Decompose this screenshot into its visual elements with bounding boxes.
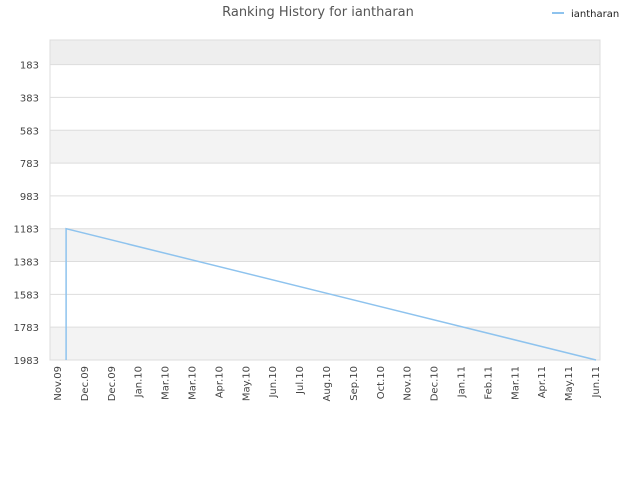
x-tick-label: Jul.10 <box>295 366 306 395</box>
legend-label-iantharan: iantharan <box>571 9 619 20</box>
series-line-iantharan <box>65 227 597 361</box>
x-tick-label: Sep.10 <box>349 366 360 401</box>
y-tick-label: 1583 <box>14 290 39 301</box>
plot-band <box>50 261 600 295</box>
y-tick-label: 1983 <box>14 356 39 367</box>
x-tick-label: May.10 <box>241 366 252 401</box>
y-tick-label: 1383 <box>14 258 39 269</box>
plot-border <box>49 39 601 361</box>
x-tick-label: May.11 <box>564 366 575 401</box>
y-tick-label: 583 <box>20 126 39 137</box>
x-tick-label: Dec.10 <box>430 366 441 401</box>
plot-band <box>50 97 600 131</box>
x-tick-label: Mar.11 <box>510 366 521 400</box>
x-tick-label: Nov.09 <box>53 366 64 401</box>
x-tick-label: Feb.11 <box>483 366 494 400</box>
y-tick-label: 1183 <box>14 225 39 236</box>
plot-band <box>50 195 600 229</box>
y-tick-label: 783 <box>20 159 39 170</box>
y-tick-label: 383 <box>20 93 39 104</box>
plot-band <box>50 228 600 262</box>
plot-bands <box>50 40 600 360</box>
series-layer <box>65 227 597 361</box>
x-tick-label: Oct.10 <box>376 366 387 399</box>
x-tick-label: Dec.09 <box>107 366 118 401</box>
x-tick-label: Aug.10 <box>322 366 333 401</box>
y-axis-ticks: 183 383 583 783 983 1183 1383 1583 1783 1983 <box>14 61 39 367</box>
x-tick-label: Jun.10 <box>268 366 279 399</box>
legend: iantharan <box>552 9 619 20</box>
plot-band <box>50 40 600 65</box>
x-tick-label: Apr.11 <box>537 366 548 398</box>
plot-band <box>50 64 600 98</box>
x-tick-label: Jan.10 <box>134 366 145 398</box>
x-tick-label: Mar.10 <box>188 366 199 400</box>
x-axis-ticks: Nov.09 Dec.09 Dec.09 Jan.10 Mar.10 Mar.10 Apr.… <box>53 366 602 401</box>
plot-band <box>50 163 600 196</box>
y-tick-label: 1783 <box>14 323 39 334</box>
y-tick-label: 183 <box>20 61 39 72</box>
chart-title: Ranking History for iantharan <box>222 5 414 20</box>
plot-band <box>50 327 600 360</box>
x-tick-label: Apr.10 <box>214 366 225 398</box>
x-tick-label: Dec.09 <box>80 366 91 401</box>
y-tick-label: 983 <box>20 192 39 203</box>
x-tick-label: Jun.11 <box>591 366 602 399</box>
x-tick-label: Nov.10 <box>403 366 414 401</box>
x-tick-label: Jan.11 <box>457 366 468 398</box>
plot-band <box>50 294 600 328</box>
x-tick-label: Mar.10 <box>161 366 172 400</box>
plot-band <box>50 130 600 164</box>
